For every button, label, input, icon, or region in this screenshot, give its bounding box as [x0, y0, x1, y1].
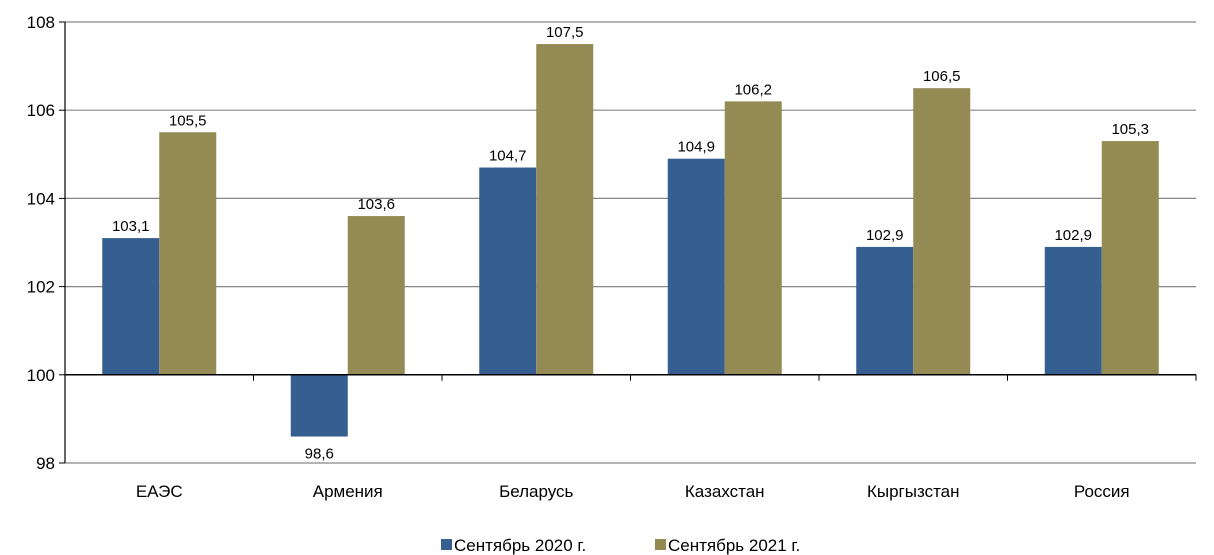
- legend-label: Сентябрь 2021 г.: [668, 536, 800, 555]
- y-tick-label: 102: [27, 278, 55, 297]
- gridlines: [65, 21, 1196, 464]
- y-tick-label: 106: [27, 101, 55, 120]
- data-label: 98,6: [305, 446, 334, 463]
- x-tick-label: Армения: [313, 482, 383, 501]
- data-labels: 103,1 105,5 98,6 103,6 104,7 107,5 104,9 106,2 1…: [112, 24, 1149, 462]
- legend-label: Сентябрь 2020 г.: [454, 536, 586, 555]
- bar: [667, 158, 725, 375]
- legend-swatch: [655, 539, 666, 550]
- bar: [536, 44, 594, 375]
- bar: [1101, 141, 1159, 375]
- x-tick-label: Беларусь: [499, 482, 573, 501]
- y-tick-label: 108: [27, 13, 55, 32]
- x-tick-label: Кыргызстан: [867, 482, 960, 501]
- bar: [159, 132, 217, 375]
- y-tick-label: 104: [27, 189, 55, 208]
- data-label: 106,5: [923, 68, 961, 85]
- bar: [1044, 246, 1102, 375]
- y-axis-ticks: 98 100 102 104 106 108: [27, 13, 55, 473]
- axes: [59, 21, 1197, 464]
- data-label: 104,9: [677, 139, 715, 156]
- x-tick-label: Россия: [1074, 482, 1130, 501]
- data-label: 102,9: [1054, 227, 1092, 244]
- y-tick-label: 98: [36, 454, 55, 473]
- y-tick-label: 100: [27, 366, 55, 385]
- bar: [856, 246, 914, 375]
- data-label: 107,5: [546, 24, 584, 41]
- data-label: 106,2: [734, 81, 772, 98]
- data-label: 103,1: [112, 218, 150, 235]
- x-tick-label: ЕАЭС: [136, 482, 183, 501]
- x-tick-label: Казахстан: [685, 482, 765, 501]
- bar: [102, 238, 160, 375]
- data-label: 105,3: [1111, 121, 1149, 138]
- x-axis-labels: ЕАЭС Армения Беларусь Казахстан Кыргызстан Ро…: [136, 482, 1130, 501]
- bar: [479, 167, 537, 375]
- bars-group: [102, 44, 1159, 437]
- bar: [724, 101, 782, 375]
- bar: [290, 374, 348, 437]
- data-label: 105,5: [169, 112, 207, 129]
- data-label: 102,9: [866, 227, 904, 244]
- bar: [913, 88, 971, 375]
- legend: Сентябрь 2020 г. Сентябрь 2021 г.: [441, 536, 800, 555]
- data-label: 103,6: [357, 196, 395, 213]
- data-label: 104,7: [489, 148, 527, 165]
- bar: [347, 216, 405, 375]
- legend-swatch: [441, 539, 452, 550]
